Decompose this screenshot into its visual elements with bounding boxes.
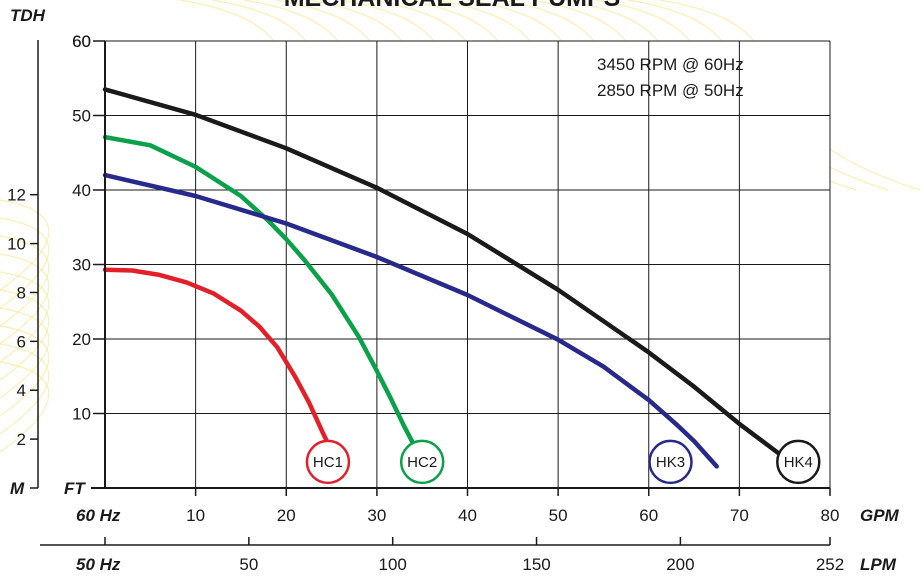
lpm-tick-label: 252 bbox=[816, 555, 844, 574]
lpm-tick-label: 200 bbox=[666, 555, 694, 574]
badge-hk4: HK4 bbox=[776, 439, 821, 485]
series-line-hk3 bbox=[102, 172, 719, 469]
x-tick-label: 50 bbox=[549, 506, 568, 525]
left-axis-label: TDH bbox=[10, 6, 46, 25]
series-badges: HC1 HC2 HK3 HK4 bbox=[305, 439, 821, 485]
left-tick-label: 4 bbox=[17, 381, 26, 400]
left-axis-unit: M bbox=[10, 479, 25, 498]
wave-line bbox=[0, 217, 50, 309]
left-tick-label: 2 bbox=[17, 430, 26, 449]
wave-line bbox=[0, 325, 50, 417]
badge-label: HC2 bbox=[407, 454, 437, 471]
y-tick-label: 30 bbox=[72, 256, 91, 275]
wave-line bbox=[0, 343, 50, 435]
y-tick-label: 20 bbox=[72, 330, 91, 349]
series-line-hk4 bbox=[102, 87, 783, 457]
lpm-tick-label: 150 bbox=[522, 555, 550, 574]
wave-line bbox=[0, 271, 50, 363]
badge-circle bbox=[776, 439, 821, 485]
y-tick-label: 50 bbox=[72, 107, 91, 126]
annotation-50hz: 2850 RPM @ 50Hz bbox=[597, 81, 744, 100]
x-tick-label: 10 bbox=[186, 506, 205, 525]
chart-title: MECHANICAL SEAL PUMPS bbox=[284, 0, 621, 12]
badge-circle bbox=[305, 439, 351, 485]
y-tick-label: 60 bbox=[72, 32, 91, 51]
x-axis-unit: GPM bbox=[860, 506, 900, 525]
y-tick-label: 10 bbox=[72, 405, 91, 424]
grid-lines bbox=[105, 40, 831, 488]
y-axis-unit: FT bbox=[64, 479, 86, 498]
badge-hc2: HC2 bbox=[399, 439, 445, 485]
wave-line bbox=[0, 307, 50, 399]
left-tick-label: 8 bbox=[17, 283, 26, 302]
y-tick-label: 60 bbox=[72, 32, 91, 51]
badge-label: HC1 bbox=[313, 454, 343, 471]
x-tick-label: 40 bbox=[458, 506, 477, 525]
left-tick-label: 6 bbox=[17, 332, 26, 351]
badge-label: HK4 bbox=[784, 454, 813, 471]
x-tick-label: 80 bbox=[821, 506, 840, 525]
badge-hk3: HK3 bbox=[648, 439, 693, 485]
badge-label: HK3 bbox=[656, 454, 685, 471]
series-line-hc1 bbox=[102, 267, 331, 446]
x-axis-row-label: 60 Hz bbox=[76, 506, 121, 525]
x-tick-label: 60 bbox=[639, 506, 658, 525]
left-tick-label: 10 bbox=[7, 235, 26, 254]
series-line-hc2 bbox=[102, 134, 416, 446]
badge-circle bbox=[648, 439, 693, 485]
wave-line bbox=[0, 289, 50, 381]
left-tick-label: 12 bbox=[7, 186, 26, 205]
x-tick-label: 20 bbox=[277, 506, 296, 525]
lpm-tick-label: 50 bbox=[239, 555, 258, 574]
wave-line bbox=[0, 361, 50, 453]
x-tick-label: 30 bbox=[367, 506, 386, 525]
wave-line bbox=[0, 235, 50, 327]
series-lines bbox=[102, 87, 783, 469]
lpm-axis-unit: LPM bbox=[860, 555, 897, 574]
wave-line bbox=[0, 253, 50, 345]
annotation-60hz: 3450 RPM @ 60Hz bbox=[597, 55, 744, 74]
lpm-axis-row-label: 50 Hz bbox=[76, 555, 121, 574]
y-tick-label: 40 bbox=[72, 181, 91, 200]
rpm-annotation: 3450 RPM @ 60Hz 2850 RPM @ 50Hz bbox=[597, 55, 744, 100]
wave-line bbox=[0, 199, 50, 291]
badge-hc1: HC1 bbox=[305, 439, 351, 485]
lpm-tick-label: 100 bbox=[379, 555, 407, 574]
x-tick-label: 70 bbox=[730, 506, 749, 525]
badge-circle bbox=[399, 439, 445, 485]
